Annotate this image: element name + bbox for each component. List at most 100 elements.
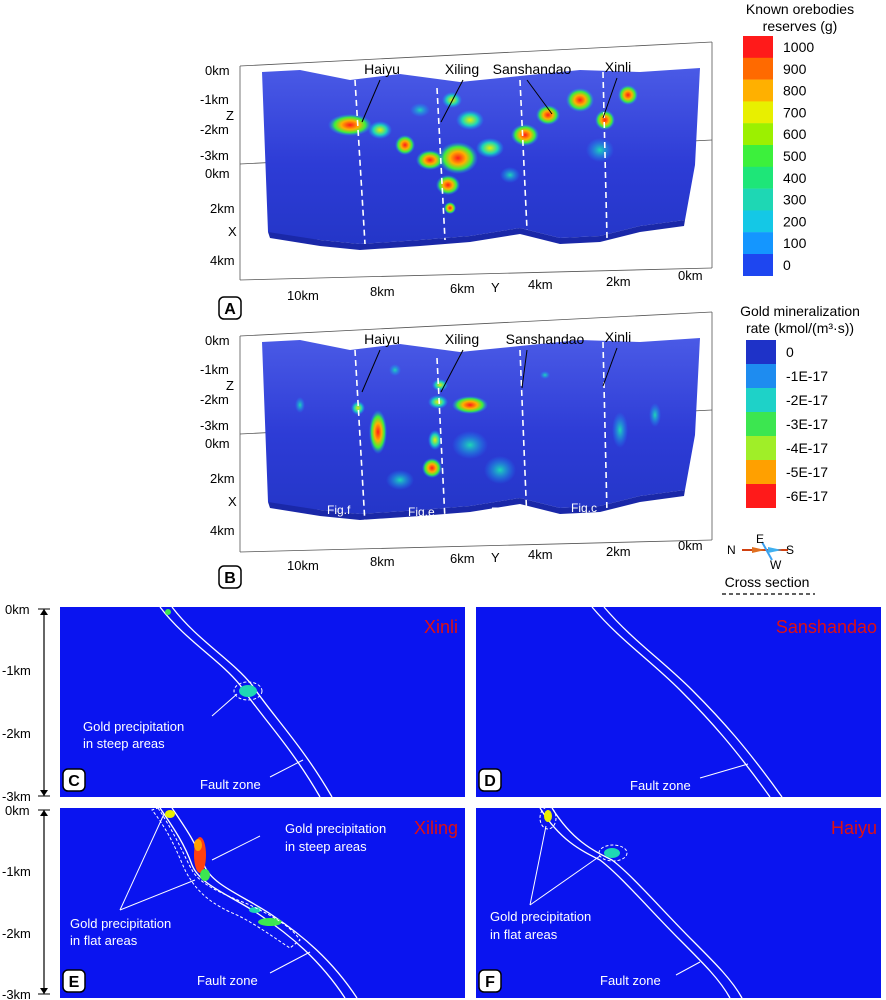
panel-e-annotation-flat-1: Gold precipitation — [70, 916, 171, 931]
panel-b-fig-e: Fig.e — [408, 505, 435, 519]
panel-a-letter: A — [224, 301, 236, 318]
panel-c-precipitation-outline — [233, 681, 263, 701]
panel-f-annotation-2: in flat areas — [490, 927, 558, 942]
panel-e-precipitation-steep-edge — [194, 839, 202, 851]
legend-label: 300 — [783, 192, 807, 208]
panel-a-axes: 0km -1km Z -2km -3km 0km 2km X 4km 10km … — [200, 63, 703, 303]
legend-a: Known orebodies reserves (g) 10009008007… — [743, 1, 854, 276]
panel-e: Gold precipitation in steep areas Gold p… — [60, 807, 465, 999]
legend-label: 200 — [783, 213, 807, 229]
panel-a: Haiyu Xiling Sanshandao Xinli 0km -1km Z… — [200, 41, 713, 320]
panel-c-fault-leader — [269, 759, 304, 778]
legend-label: 900 — [783, 61, 807, 77]
panel-e-fault-zone — [159, 807, 358, 999]
panel-f-fault-label: Fault zone — [600, 973, 661, 988]
panel-b-section-labels: Fig.f Fig.e Fig.d Fig.c — [327, 501, 597, 519]
panel-d-letter: D — [484, 773, 496, 790]
panel-b-axes: 0km -1km Z -2km -3km 0km 2km X 4km 10km … — [200, 333, 703, 573]
legend-swatch — [746, 388, 776, 412]
legend-swatch — [743, 254, 773, 276]
panel-a-leaders — [361, 77, 618, 123]
panel-b-y-tick-2: 6km — [450, 551, 475, 566]
panel-d-letter-box — [478, 768, 502, 792]
panel-c-fault-zone — [159, 606, 333, 798]
legend-b-swatches: 0 -1E-17 -2E-17 -3E-17 -4E-17 -5E-17 -6E-17 — [746, 340, 828, 508]
legend-swatch — [743, 57, 773, 80]
panel-c: Gold precipitation in steep areas Fault … — [60, 606, 465, 798]
panel-b-y-tick-0: 10km — [287, 558, 319, 573]
panel-b-x-label: X — [228, 494, 237, 509]
compass-s: S — [786, 543, 794, 557]
panel-a-block-bottom — [268, 220, 685, 250]
panel-a-y-tick-4: 2km — [606, 274, 631, 289]
panel-a-y-tick-3: 4km — [528, 277, 553, 292]
panel-a-z-tick-2: -2km — [200, 122, 229, 137]
panel-d-fault-label: Fault zone — [630, 778, 691, 793]
panel-a-y-tick-0: 10km — [287, 288, 319, 303]
panel-b-x-tick-0: 0km — [205, 436, 230, 451]
panel-b-fig-c: Fig.c — [571, 501, 597, 515]
panel-c-precipitation-top — [165, 609, 171, 615]
legend-swatch — [743, 145, 773, 167]
legend-label: 600 — [783, 126, 807, 142]
panel-b-label-haiyu: Haiyu — [364, 331, 400, 347]
legend-label: 0 — [786, 344, 794, 360]
depth-top-tick-1: -1km — [2, 663, 31, 678]
panel-b-z-tick-1: -1km — [200, 362, 229, 377]
panel-a-y-tick-1: 8km — [370, 284, 395, 299]
panel-e-letter-box — [62, 969, 86, 993]
legend-a-title-2: reserves (g) — [763, 18, 838, 34]
legend-swatch — [746, 484, 776, 508]
panel-e-letter: E — [69, 974, 80, 991]
legend-swatch — [743, 210, 773, 233]
panel-b-leaders — [361, 347, 618, 393]
panel-d-fault-leader — [699, 763, 749, 779]
legend-swatch — [746, 436, 776, 460]
legend-swatch — [746, 340, 776, 364]
panel-b-fig-f: Fig.f — [327, 503, 351, 517]
depth-axis-bottom: 0km -1km -2km -3km — [2, 803, 50, 1000]
legend-label: 400 — [783, 170, 807, 186]
panel-e-fault-label: Fault zone — [197, 973, 258, 988]
panel-b-label-xiling: Xiling — [445, 331, 479, 347]
compass-e: E — [756, 532, 764, 546]
legend-swatch — [743, 232, 773, 255]
depth-axis-top: 0km -1km -2km -3km — [2, 602, 50, 804]
depth-top-tick-2: -2km — [2, 726, 31, 741]
legend-label: -6E-17 — [786, 488, 828, 504]
panel-c-annotation-2: in steep areas — [83, 736, 165, 751]
depth-top-tick-3: -3km — [2, 789, 31, 804]
panel-d-fault-zone — [591, 606, 783, 798]
panel-f-precipitation-top — [544, 810, 552, 822]
panel-a-z-tick-3: -3km — [200, 148, 229, 163]
panel-f-title: Haiyu — [831, 818, 877, 838]
panel-b-letter-box — [218, 565, 242, 589]
panel-e-precipitation-outlines — [151, 807, 301, 949]
panel-e-precipitation-flat — [258, 918, 282, 926]
panel-b-x-tick-2: 4km — [210, 523, 235, 538]
panel-a-label-haiyu: Haiyu — [364, 61, 400, 77]
depth-bottom-tick-2: -2km — [2, 926, 31, 941]
panel-b-z-tick-2: -2km — [200, 392, 229, 407]
panel-a-block — [262, 68, 700, 244]
panel-a-label-xiling: Xiling — [445, 61, 479, 77]
panel-c-precipitation — [239, 685, 257, 697]
panel-a-y-label: Y — [491, 280, 500, 295]
legend-label: 700 — [783, 104, 807, 120]
legend-swatch — [743, 36, 773, 58]
panel-c-letter-box — [62, 768, 86, 792]
panel-f-background — [476, 808, 881, 998]
panel-e-precipitation-top — [165, 810, 175, 818]
legend-swatch — [746, 412, 776, 436]
panel-a-y-tick-2: 6km — [450, 281, 475, 296]
panel-a-z-label: Z — [226, 108, 234, 123]
compass-n: N — [727, 543, 736, 557]
panel-a-x-tick-2: 4km — [210, 253, 235, 268]
panel-c-annotation-leader — [211, 693, 238, 717]
panel-b-fig-d: Fig.d — [491, 505, 518, 519]
panel-e-annotation-steep-1: Gold precipitation — [285, 821, 386, 836]
legend-label: 0 — [783, 257, 791, 273]
legend-label: 800 — [783, 83, 807, 99]
panel-a-x-tick-0: 0km — [205, 166, 230, 181]
depth-bottom-tick-0: 0km — [5, 803, 30, 818]
